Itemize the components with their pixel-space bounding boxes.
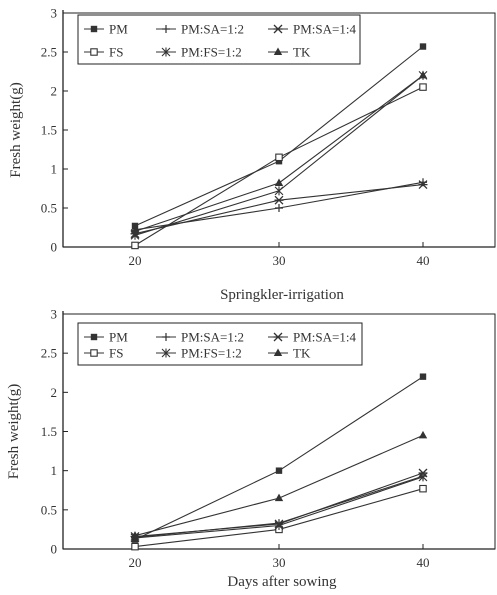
legend-marker <box>161 47 171 57</box>
x-tick-label: 40 <box>417 253 430 268</box>
legend-marker <box>90 333 98 341</box>
y-tick-label: 3 <box>51 307 58 322</box>
legend-marker <box>162 25 170 33</box>
y-tick-label: 0.5 <box>41 502 57 517</box>
legend-label: PM:SA=1:4 <box>293 22 356 37</box>
data-point <box>275 204 283 212</box>
x-tick-label: 30 <box>273 253 286 268</box>
data-point <box>275 158 283 165</box>
legend-marker <box>273 332 283 342</box>
legend-label: PM:SA=1:2 <box>181 330 244 345</box>
legend-label: PM:SA=1:2 <box>181 22 244 37</box>
legend-entry: PM:SA=1:4 <box>268 22 356 37</box>
y-axis-label: Fresh weight(g) <box>6 384 22 479</box>
data-point <box>275 467 283 474</box>
legend-entry: PM:FS=1:2 <box>156 45 242 60</box>
legend-entry: PM <box>84 330 128 345</box>
y-tick-label: 2.5 <box>41 346 57 361</box>
legend-marker <box>273 348 283 356</box>
y-tick-label: 1 <box>51 162 58 177</box>
legend: PM PM:SA=1:2 PM:SA=1:4 FS PM:FS=1:2 TK <box>77 322 363 366</box>
legend-label: TK <box>293 346 311 361</box>
data-point <box>274 186 284 196</box>
legend-label: PM <box>109 22 128 37</box>
x-tick-label: 20 <box>129 555 142 570</box>
data-point <box>419 83 427 91</box>
x-tick-label: 20 <box>129 253 142 268</box>
legend-label: PM <box>109 330 128 345</box>
legend-entry: TK <box>268 346 311 361</box>
y-tick-label: 1.5 <box>41 424 57 439</box>
data-point <box>418 468 428 478</box>
legend-entry: PM <box>84 22 128 37</box>
chart-bottom: 0 0.5 1 1.5 2 2.5 3 20 30 40 Fresh weight(g) Days a… <box>6 307 496 590</box>
legend-label: FS <box>109 45 123 60</box>
data-point <box>419 484 427 493</box>
data-point <box>419 373 427 380</box>
legend-label: FS <box>109 346 123 361</box>
y-tick-label: 0 <box>51 240 58 255</box>
y-tick-label: 0.5 <box>41 201 57 216</box>
chart-top: 0 0.5 1 1.5 2 2.5 3 20 30 40 Fresh weight(g) Spring… <box>8 6 496 303</box>
legend-entry: FS <box>84 45 123 60</box>
legend-label: TK <box>293 45 311 60</box>
x-tick-label: 30 <box>273 555 286 570</box>
legend-entry: TK <box>268 45 311 60</box>
panel-caption: Springkler-irrigation <box>220 287 344 303</box>
legend-marker <box>273 24 283 34</box>
data-point <box>131 241 139 250</box>
data-point <box>419 43 427 50</box>
y-tick-label: 3 <box>51 6 58 21</box>
y-axis-label: Fresh weight(g) <box>8 82 24 177</box>
data-point <box>418 70 428 79</box>
y-tick-label: 1.5 <box>41 123 57 138</box>
legend-entry: PM:SA=1:4 <box>268 330 356 345</box>
data-point <box>131 542 139 551</box>
x-axis-label: Days after sowing <box>227 574 337 590</box>
data-point <box>274 178 284 187</box>
y-tick-label: 1 <box>51 463 58 478</box>
legend-entry: PM:FS=1:2 <box>156 346 242 361</box>
legend-marker <box>90 25 98 33</box>
data-point <box>274 519 284 529</box>
legend-entry: PM:SA=1:2 <box>156 22 244 37</box>
y-tick-label: 2.5 <box>41 45 57 60</box>
legend-label: PM:FS=1:2 <box>181 346 242 361</box>
series-line <box>134 376 424 541</box>
data-point <box>274 493 284 502</box>
legend: PM PM:SA=1:2 PM:SA=1:4 FS PM:FS=1:2 TK <box>77 14 361 65</box>
data-point <box>274 195 284 205</box>
y-tick-label: 2 <box>51 84 58 99</box>
data-point <box>418 430 428 439</box>
data-point <box>130 226 140 235</box>
legend-marker <box>273 47 283 55</box>
data-point <box>130 531 140 539</box>
legend-marker <box>162 333 170 341</box>
legend-entry: PM:SA=1:2 <box>156 330 244 345</box>
data-point <box>275 153 283 162</box>
legend-marker <box>90 349 98 357</box>
legend-label: PM:SA=1:4 <box>293 330 356 345</box>
legend-entry: FS <box>84 346 123 361</box>
x-tick-label: 40 <box>417 555 430 570</box>
data-point <box>418 180 428 190</box>
series-line <box>134 46 424 227</box>
y-tick-label: 0 <box>51 542 58 557</box>
legend-label: PM:FS=1:2 <box>181 45 242 60</box>
y-tick-label: 2 <box>51 385 58 400</box>
legend-marker <box>161 348 171 358</box>
legend-marker <box>90 48 98 56</box>
